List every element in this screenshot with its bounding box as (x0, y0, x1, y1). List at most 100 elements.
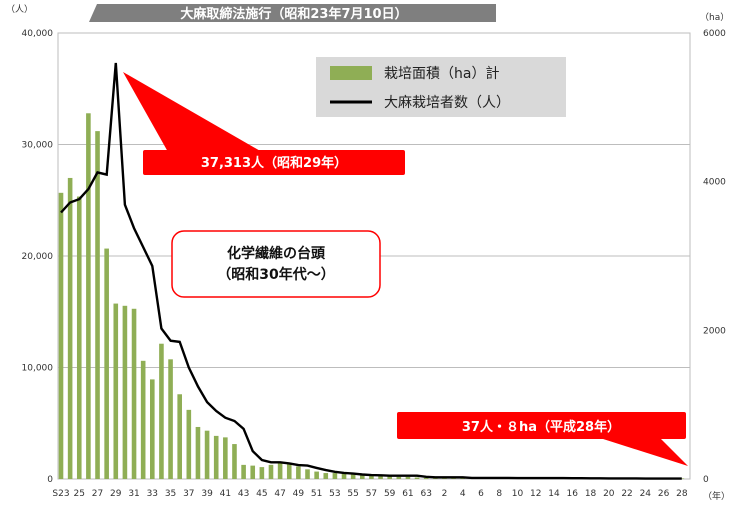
bar-area-ha (259, 467, 265, 479)
x-tick-label: 20 (603, 489, 615, 499)
left-axis-ticks: 0 10,000 20,000 30,000 40,000 (22, 29, 54, 485)
left-axis-unit: （人） (6, 4, 33, 15)
x-tick-label: 63 (420, 489, 431, 499)
x-tick-label: 51 (311, 489, 322, 499)
x-tick-label: 47 (274, 489, 285, 499)
bar-area-ha (359, 474, 365, 479)
fiber-note-box (171, 230, 381, 298)
bar-area-ha (58, 192, 64, 480)
x-tick-label: 35 (165, 489, 176, 499)
bar-area-ha (131, 308, 137, 479)
right-tick-label: 0 (703, 475, 709, 485)
bar-area-ha (442, 478, 447, 479)
x-tick-label: 59 (384, 489, 396, 499)
peak-callout-pointer (123, 72, 262, 152)
fiber-note-line1: 化学繊維の台頭 (227, 245, 326, 262)
bar-area-ha (405, 476, 411, 479)
chart-title: 大麻取締法施行（昭和23年7月10日） (180, 6, 407, 22)
x-axis-ticks: S23 25 27 29 31 33 35 37 39 41 43 45 47 49 51 53 55 57 59 6… (52, 489, 687, 499)
bar-area-ha (378, 475, 383, 479)
left-tick-label: 30,000 (22, 141, 54, 151)
bar-area-ha (341, 473, 347, 479)
latest-callout-pointer (600, 438, 688, 466)
x-tick-label: 45 (256, 489, 267, 499)
bar-area-ha (204, 430, 210, 479)
bar-area-ha (460, 478, 466, 479)
right-tick-label: 6000 (703, 29, 726, 39)
bar-area-ha (104, 248, 109, 479)
x-tick-label: 24 (640, 489, 652, 499)
right-tick-label: 2000 (703, 326, 726, 336)
bar-area-ha (86, 113, 91, 479)
x-tick-label: 43 (238, 489, 249, 499)
bar-area-ha (679, 478, 685, 479)
bar-area-ha (159, 343, 164, 479)
x-tick-label: 37 (183, 489, 194, 499)
x-tick-label: 39 (201, 489, 213, 499)
x-tick-label: 18 (585, 489, 597, 499)
bar-area-ha (305, 469, 310, 479)
bar-area-ha (250, 465, 256, 479)
bar-area-ha (186, 409, 192, 479)
bar-area-ha (451, 478, 456, 479)
legend-growers-label: 大麻栽培者数（人） (384, 95, 510, 111)
left-tick-label: 40,000 (22, 29, 54, 39)
x-tick-label: 28 (676, 489, 688, 499)
peak-annotation: 37,313人（昭和29年） (201, 155, 347, 171)
left-tick-label: 20,000 (22, 252, 54, 262)
x-tick-label: 4 (460, 489, 466, 499)
bar-area-ha (213, 435, 219, 479)
x-tick-label: 31 (128, 489, 139, 499)
bar-area-ha (396, 476, 402, 479)
bar-area-ha (67, 177, 73, 479)
x-tick-label: 14 (548, 489, 560, 499)
x-tick-label: 49 (293, 489, 305, 499)
title-banner (89, 4, 496, 22)
legend-bar-swatch (330, 66, 372, 80)
x-axis-unit: （年） (703, 490, 730, 502)
bar-area-ha (122, 305, 128, 479)
bar-area-ha (369, 474, 374, 479)
bar-area-ha (323, 473, 329, 479)
latest-annotation: 37人・８ha（平成28年） (462, 419, 620, 435)
bar-area-ha (286, 462, 292, 479)
x-tick-label: 26 (658, 489, 670, 499)
left-tick-label: 10,000 (22, 364, 54, 374)
bar-area-ha (168, 359, 173, 479)
peak-callout-box (143, 150, 405, 175)
bar-area-ha (268, 464, 274, 479)
latest-callout-box (397, 412, 686, 439)
x-tick-label: 27 (92, 489, 103, 499)
x-tick-label: 61 (402, 489, 413, 499)
line-series-growers (60, 62, 682, 480)
bar-series-area (58, 113, 685, 480)
bar-area-ha (433, 478, 438, 479)
x-tick-label: 10 (512, 489, 524, 499)
right-tick-label: 4000 (703, 178, 726, 188)
x-tick-label: 57 (366, 489, 377, 499)
bar-area-ha (350, 473, 356, 479)
x-tick-label: 22 (621, 489, 632, 499)
x-tick-label: 6 (478, 489, 484, 499)
bar-area-ha (232, 444, 237, 479)
bar-area-ha (113, 303, 119, 479)
bar-area-ha (195, 426, 201, 479)
left-tick-label: 0 (47, 475, 53, 485)
bar-area-ha (140, 360, 146, 479)
bar-area-ha (296, 466, 301, 479)
bar-area-ha (150, 379, 155, 479)
bar-area-ha (177, 394, 182, 479)
x-tick-label: 2 (442, 489, 448, 499)
x-tick-label: 25 (74, 489, 85, 499)
x-tick-label: 8 (496, 489, 502, 499)
bar-area-ha (277, 463, 283, 479)
bar-area-ha (95, 131, 100, 479)
x-tick-label: 12 (530, 489, 541, 499)
right-axis-unit: （ha） (700, 12, 729, 23)
legend-area-label: 栽培面積（ha）計 (384, 66, 499, 82)
bar-area-ha (387, 476, 392, 479)
x-tick-label: 41 (220, 489, 231, 499)
x-tick-label: 33 (147, 489, 158, 499)
x-tick-label: 16 (567, 489, 579, 499)
